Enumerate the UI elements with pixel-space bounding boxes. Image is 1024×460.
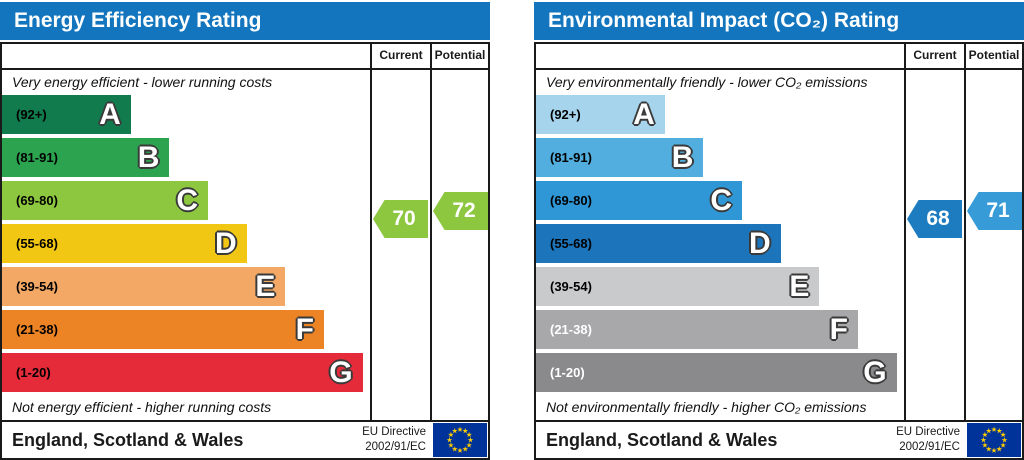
band-b-bar: (81-91) B	[2, 138, 170, 177]
band-a-letter: A	[99, 98, 121, 131]
bottom-caption: Not energy efficient - higher running co…	[12, 399, 272, 415]
energy-chart-table: Current Potential Very energy efficient …	[0, 42, 490, 460]
current-rating-arrow: 70	[373, 200, 428, 238]
potential-rating-arrow: 71	[967, 192, 1022, 230]
band-b-range: (81-91)	[550, 150, 592, 165]
band-c-letter: C	[710, 184, 733, 217]
band-b-letter: B	[671, 141, 694, 174]
band-d-letter: D	[749, 227, 771, 260]
band-e-letter: E	[789, 270, 810, 303]
band-c-letter: C	[176, 184, 199, 217]
region-label: England, Scotland & Wales	[12, 429, 244, 450]
band-g-bar: (1-20) G	[2, 353, 363, 392]
band-g-letter: G	[329, 356, 353, 389]
band-b-letter: B	[137, 141, 160, 174]
band-a-range: (92+)	[16, 107, 47, 122]
band-d-letter: D	[215, 227, 237, 260]
band-b-bar: (81-91) B	[536, 138, 704, 177]
eu-directive-label: EU Directive 2002/91/EC	[896, 425, 967, 455]
current-column-header: Current	[904, 44, 964, 70]
top-caption: Very environmentally friendly - lower CO…	[546, 74, 868, 90]
band-e-range: (39-54)	[550, 279, 592, 294]
current-rating-value: 68	[926, 207, 950, 230]
band-e-bar: (39-54) E	[536, 267, 820, 306]
band-f-range: (21-38)	[550, 322, 592, 337]
band-f-letter: F	[829, 313, 848, 346]
band-a-bar: (92+) A	[2, 95, 131, 134]
co2-chart-title: Environmental Impact (CO₂) Rating	[534, 2, 1024, 40]
band-b-range: (81-91)	[16, 150, 58, 165]
band-e-letter: E	[255, 270, 276, 303]
band-a-bar: (92+) A	[536, 95, 665, 134]
potential-rating-value: 71	[986, 199, 1010, 222]
band-c-bar: (69-80) C	[2, 181, 209, 220]
co2-band-area: Very environmentally friendly - lower CO…	[536, 70, 904, 420]
potential-value-column: 72	[430, 70, 488, 420]
energy-band-area: Very energy efficient - lower running co…	[2, 70, 370, 420]
band-d-range: (55-68)	[550, 236, 592, 251]
eu-directive-line2: 2002/91/EC	[899, 441, 960, 453]
region-label: England, Scotland & Wales	[546, 429, 778, 450]
eu-directive-line1: EU Directive	[362, 426, 426, 439]
energy-efficiency-chart: Energy Efficiency Rating Current Potenti…	[0, 0, 490, 460]
current-value-column: 70	[370, 70, 430, 420]
potential-rating-value: 72	[452, 199, 476, 222]
eu-directive-label: EU Directive 2002/91/EC	[362, 425, 433, 455]
top-caption: Very energy efficient - lower running co…	[12, 74, 273, 90]
current-column-header: Current	[370, 44, 430, 70]
potential-column-header: Potential	[430, 44, 488, 70]
energy-chart-title: Energy Efficiency Rating	[0, 2, 490, 40]
band-f-letter: F	[295, 313, 314, 346]
eu-directive-line1: EU Directive	[896, 426, 960, 439]
environmental-impact-chart: Environmental Impact (CO₂) Rating Curren…	[534, 0, 1024, 460]
current-rating-arrow: 68	[907, 200, 962, 238]
band-d-bar: (55-68) D	[2, 224, 247, 263]
eu-flag-icon	[967, 423, 1021, 457]
band-f-bar: (21-38) F	[2, 310, 324, 349]
band-c-range: (69-80)	[16, 193, 58, 208]
band-c-range: (69-80)	[550, 193, 592, 208]
band-e-bar: (39-54) E	[2, 267, 286, 306]
potential-column-header: Potential	[964, 44, 1022, 70]
band-c-bar: (69-80) C	[536, 181, 743, 220]
head-spacer	[536, 44, 904, 70]
eu-flag-icon	[433, 423, 487, 457]
band-f-bar: (21-38) F	[536, 310, 858, 349]
chart-footer: England, Scotland & Wales EU Directive 2…	[536, 420, 1022, 458]
band-a-range: (92+)	[550, 107, 581, 122]
band-f-range: (21-38)	[16, 322, 58, 337]
band-g-bar: (1-20) G	[536, 353, 897, 392]
potential-value-column: 71	[964, 70, 1022, 420]
head-spacer	[2, 44, 370, 70]
current-rating-value: 70	[392, 207, 416, 230]
chart-footer: England, Scotland & Wales EU Directive 2…	[2, 420, 488, 458]
band-d-bar: (55-68) D	[536, 224, 781, 263]
band-g-range: (1-20)	[16, 365, 51, 380]
co2-chart-table: Current Potential Very environmentally f…	[534, 42, 1024, 460]
band-e-range: (39-54)	[16, 279, 58, 294]
eu-directive-line2: 2002/91/EC	[365, 441, 426, 453]
band-a-letter: A	[633, 98, 655, 131]
band-g-range: (1-20)	[550, 365, 585, 380]
band-d-range: (55-68)	[16, 236, 58, 251]
current-value-column: 68	[904, 70, 964, 420]
bottom-caption: Not environmentally friendly - higher CO…	[546, 399, 867, 415]
band-g-letter: G	[863, 356, 887, 389]
potential-rating-arrow: 72	[433, 192, 488, 230]
